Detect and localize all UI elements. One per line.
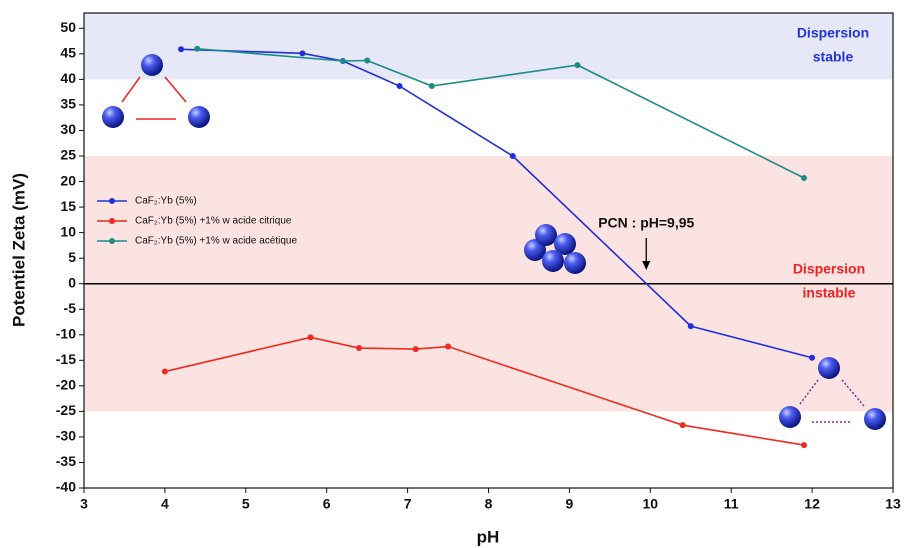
data-point bbox=[801, 442, 808, 449]
data-point bbox=[445, 343, 452, 350]
data-point bbox=[396, 83, 403, 90]
y-tick-label: -35 bbox=[56, 453, 76, 469]
y-tick-label: 5 bbox=[68, 249, 76, 265]
plot-frame bbox=[83, 12, 894, 489]
x-tick-label: 5 bbox=[242, 496, 250, 512]
y-tick-label: 45 bbox=[60, 45, 76, 61]
pcn-label: PCN : pH=9,95 bbox=[598, 215, 694, 231]
y-tick-label: 30 bbox=[60, 121, 76, 137]
pcn-arrowhead bbox=[642, 261, 651, 270]
region-label: Dispersion bbox=[793, 261, 865, 277]
y-tick-label: -30 bbox=[56, 428, 76, 444]
x-tick-label: 13 bbox=[885, 496, 901, 512]
data-point bbox=[574, 62, 581, 69]
particle-icons bbox=[102, 54, 886, 430]
data-point bbox=[412, 346, 419, 353]
y-tick-label: -15 bbox=[56, 351, 76, 367]
y-tick-label: 20 bbox=[60, 172, 76, 188]
data-point bbox=[194, 45, 201, 52]
region-label: instable bbox=[803, 285, 856, 301]
y-tick-label: -5 bbox=[64, 300, 77, 316]
y-tick-label: -40 bbox=[56, 479, 76, 495]
data-point bbox=[364, 57, 371, 64]
x-tick-label: 10 bbox=[643, 496, 659, 512]
data-point bbox=[687, 323, 694, 330]
y-tick-label: 0 bbox=[68, 274, 76, 290]
legend-label: CaF₂:Yb (5%) +1% w acide acétique bbox=[135, 236, 297, 247]
y-tick-label: -10 bbox=[56, 325, 76, 341]
data-point bbox=[801, 174, 808, 181]
data-point bbox=[307, 334, 314, 341]
data-point bbox=[161, 368, 168, 375]
series-line bbox=[197, 47, 805, 179]
x-tick-label: 11 bbox=[724, 496, 739, 512]
x-tick-label: 7 bbox=[404, 496, 412, 512]
y-tick-label: 35 bbox=[60, 96, 76, 112]
legend-marker bbox=[109, 238, 115, 244]
y-axis-label: Potentiel Zeta (mV) bbox=[9, 173, 28, 327]
x-tick-label: 12 bbox=[804, 496, 820, 512]
x-axis-label: pH bbox=[477, 527, 500, 546]
y-tick-label: 15 bbox=[60, 198, 76, 214]
y-tick-label: 25 bbox=[60, 147, 76, 163]
data-point bbox=[428, 83, 435, 90]
y-tick-label: 50 bbox=[60, 19, 76, 35]
data-point bbox=[809, 354, 816, 361]
x-tick-label: 9 bbox=[566, 496, 574, 512]
x-tick-label: 8 bbox=[485, 496, 493, 512]
x-tick-label: 6 bbox=[323, 496, 331, 512]
y-tick-label: 10 bbox=[60, 223, 76, 239]
y-tick-label: -20 bbox=[56, 377, 76, 393]
region-label: Dispersion bbox=[797, 25, 869, 41]
data-point bbox=[178, 46, 185, 53]
data-point bbox=[299, 50, 306, 57]
legend-marker bbox=[109, 198, 115, 204]
y-tick-label: -25 bbox=[56, 402, 76, 418]
legend-label: CaF₂:Yb (5%) bbox=[135, 196, 197, 207]
band bbox=[84, 13, 893, 80]
y-tick-label: 40 bbox=[60, 70, 76, 86]
data-point bbox=[339, 58, 346, 65]
x-tick-label: 3 bbox=[80, 496, 88, 512]
data-point bbox=[679, 422, 686, 429]
region-label: stable bbox=[813, 49, 854, 65]
data-point bbox=[509, 153, 516, 160]
legend-marker bbox=[109, 218, 115, 224]
data-point bbox=[356, 345, 363, 352]
legend-label: CaF₂:Yb (5%) +1% w acide citrique bbox=[135, 216, 292, 227]
x-tick-label: 4 bbox=[161, 496, 169, 512]
